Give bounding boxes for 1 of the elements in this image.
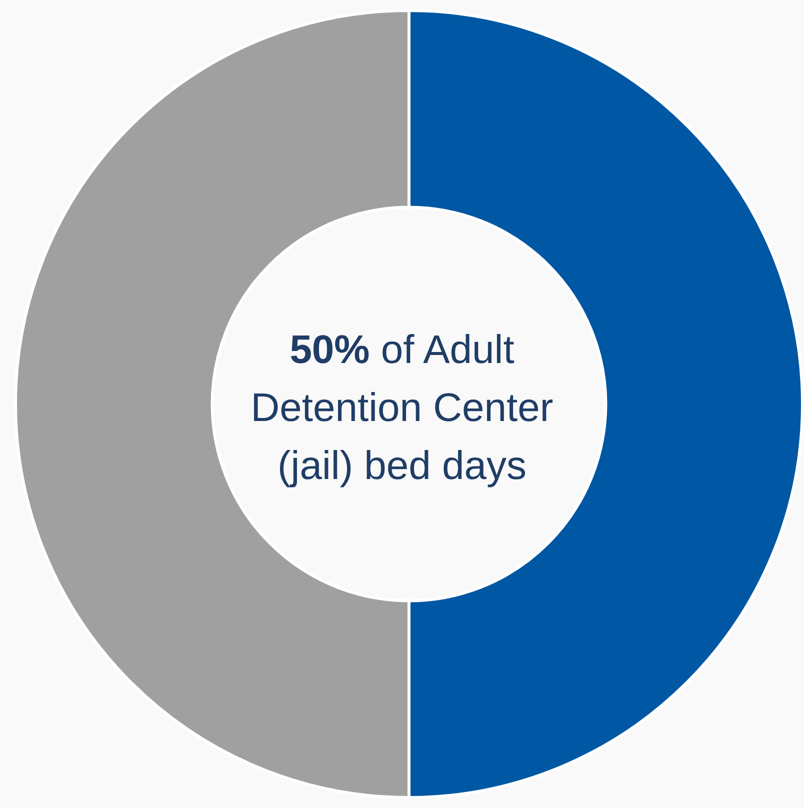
text: 50% of Adult Detention Center (jail) bed days — [250, 327, 554, 490]
